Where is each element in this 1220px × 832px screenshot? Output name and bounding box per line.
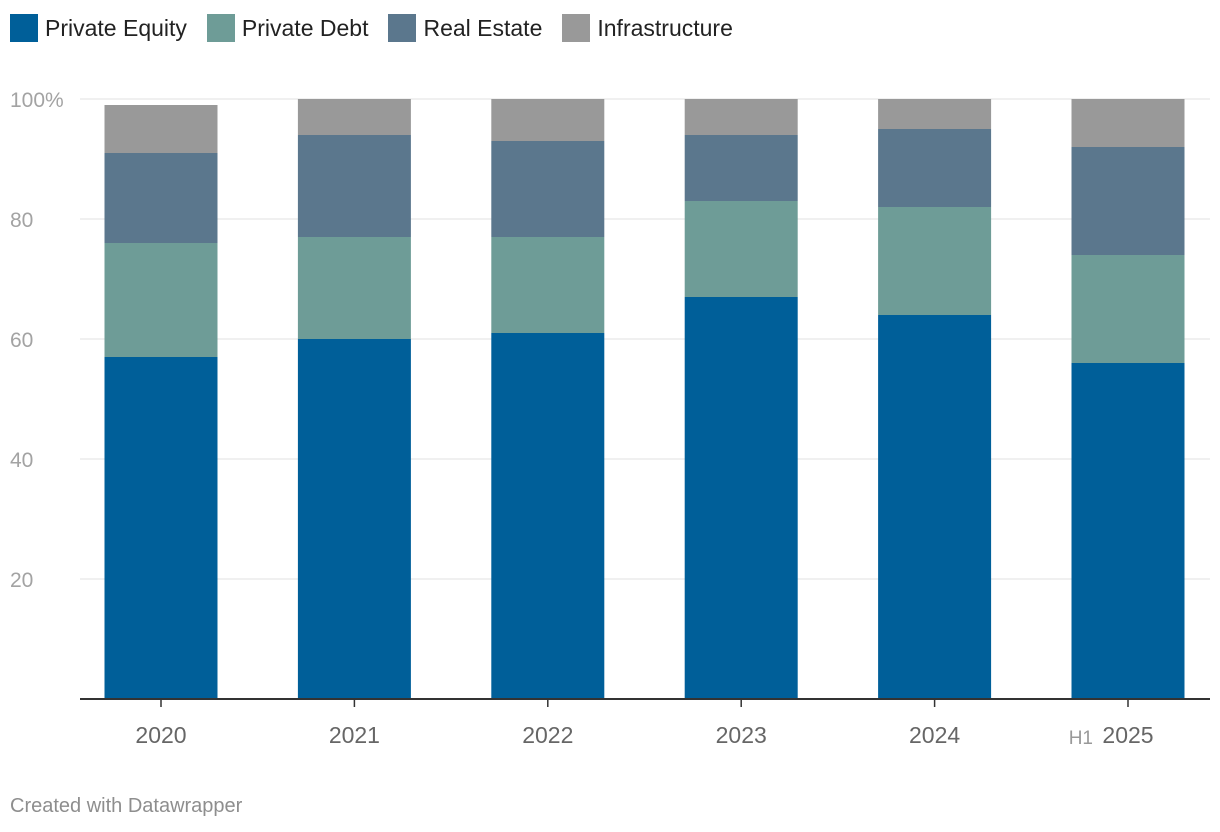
legend-label-infrastructure: Infrastructure bbox=[597, 14, 733, 41]
bar-private-equity-2025 bbox=[1071, 363, 1185, 699]
y-tick-label-40: 40 bbox=[10, 449, 33, 472]
legend-swatch-private-equity bbox=[10, 14, 38, 42]
legend-item-private-equity: Private Equity bbox=[10, 14, 187, 42]
bar-real-estate-2025 bbox=[1071, 147, 1185, 255]
bar-real-estate-2024 bbox=[878, 129, 992, 207]
bar-private-debt-2024 bbox=[878, 207, 992, 315]
bar-infrastructure-2023 bbox=[684, 99, 798, 135]
bar-private-equity-2023 bbox=[684, 297, 798, 699]
bar-real-estate-2022 bbox=[491, 141, 605, 237]
y-tick-label-20: 20 bbox=[10, 569, 33, 592]
y-tick-label-100: 100% bbox=[10, 89, 64, 112]
legend-label-real-estate: Real Estate bbox=[423, 14, 543, 41]
x-tick-label-2023: 2023 bbox=[716, 722, 767, 748]
legend-swatch-private-debt bbox=[206, 14, 235, 42]
legend-label-private-debt: Private Debt bbox=[241, 14, 369, 41]
bar-real-estate-2021 bbox=[297, 135, 411, 237]
y-tick-label-80: 80 bbox=[10, 209, 33, 232]
chart-legend: Private Equity Private Debt Real Estate … bbox=[10, 12, 753, 44]
x-tick-label-2022: 2022 bbox=[522, 722, 573, 748]
bar-real-estate-2023 bbox=[684, 135, 798, 201]
bar-infrastructure-2020 bbox=[104, 105, 218, 153]
bar-infrastructure-2025 bbox=[1071, 99, 1185, 147]
bar-private-debt-2020 bbox=[104, 243, 218, 357]
bar-private-equity-2024 bbox=[878, 315, 992, 699]
bar-infrastructure-2021 bbox=[297, 99, 411, 135]
legend-item-private-debt: Private Debt bbox=[206, 14, 369, 42]
y-tick-label-60: 60 bbox=[10, 329, 33, 352]
x-tick-prefix-2025: H1 bbox=[1069, 728, 1093, 749]
legend-label-private-equity: Private Equity bbox=[45, 14, 187, 41]
legend-item-infrastructure: Infrastructure bbox=[562, 14, 733, 42]
bar-private-debt-2025 bbox=[1071, 255, 1185, 363]
bar-private-equity-2021 bbox=[297, 339, 411, 699]
x-tick-label-2021: 2021 bbox=[329, 722, 380, 748]
legend-item-real-estate: Real Estate bbox=[388, 14, 542, 42]
bar-infrastructure-2022 bbox=[491, 99, 605, 141]
x-tick-label-2025: 2025 bbox=[1102, 722, 1153, 748]
legend-swatch-infrastructure bbox=[562, 14, 591, 42]
bar-private-debt-2023 bbox=[684, 201, 798, 297]
legend-swatch-real-estate bbox=[388, 14, 417, 42]
x-tick-label-2024: 2024 bbox=[909, 722, 960, 748]
bar-private-equity-2022 bbox=[491, 333, 605, 699]
bar-infrastructure-2024 bbox=[878, 99, 992, 129]
datawrapper-credit: Created with Datawrapper bbox=[10, 795, 243, 817]
x-tick-label-2020: 2020 bbox=[135, 722, 186, 748]
bar-private-debt-2021 bbox=[297, 237, 411, 339]
bar-private-debt-2022 bbox=[491, 237, 605, 333]
bar-private-equity-2020 bbox=[104, 357, 218, 699]
bar-real-estate-2020 bbox=[104, 153, 218, 243]
